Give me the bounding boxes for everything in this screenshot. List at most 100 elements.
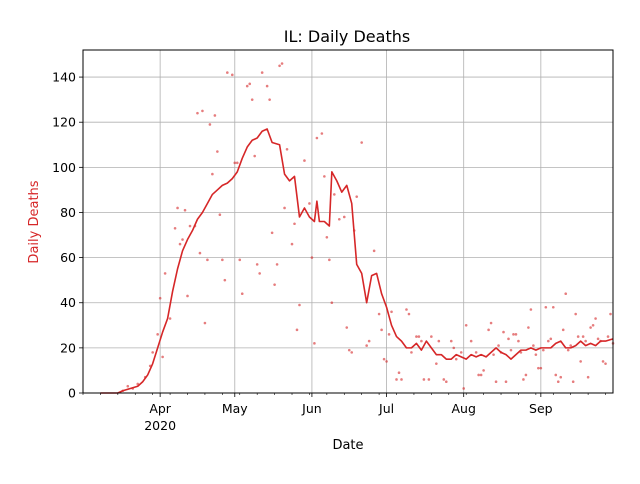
scatter-point [566, 348, 570, 352]
scatter-point [514, 333, 518, 336]
x-tick-sublabel: 2020 [144, 418, 176, 433]
scatter-point [387, 333, 391, 336]
scatter-point [477, 373, 480, 377]
scatter-point [325, 235, 329, 239]
scatter-point [151, 351, 154, 354]
scatter-point [532, 344, 535, 347]
scatter-point [377, 312, 381, 316]
scatter-point [320, 132, 324, 135]
scatter-point [218, 213, 222, 217]
scatter-point [342, 215, 346, 219]
y-tick-label: 80 [60, 205, 76, 220]
scatter-point [328, 258, 331, 262]
scatter-point [268, 98, 271, 101]
scatter-point [579, 360, 582, 363]
scatter-point [216, 150, 219, 153]
y-tick-label: 0 [68, 386, 76, 401]
x-tick-label: Jun [301, 401, 322, 416]
scatter-point [474, 351, 478, 354]
scatter-point [168, 317, 172, 320]
scatter-point [355, 195, 359, 198]
scatter-point [345, 326, 349, 329]
scatter-point [365, 344, 368, 347]
scatter-point [260, 71, 264, 74]
scatter-point [549, 337, 553, 341]
scatter-point [487, 328, 490, 332]
scatter-point [454, 357, 458, 361]
scatter-point [554, 373, 558, 377]
line-series [100, 128, 614, 394]
scatter-point [537, 366, 540, 370]
scatter-point [415, 335, 418, 338]
scatter-point [173, 226, 177, 230]
plot-frame [82, 49, 614, 394]
scatter-point [308, 202, 311, 205]
scatter-point [604, 362, 607, 365]
chart-title: IL: Daily Deaths [284, 27, 410, 46]
scatter-point [559, 375, 563, 379]
scatter-point [609, 312, 612, 316]
scatter-point [435, 362, 438, 365]
scatter-point [444, 380, 448, 384]
scatter-point [430, 335, 433, 338]
scatter-point [442, 378, 446, 381]
scatter-point [502, 330, 505, 334]
scatter-point [372, 249, 376, 253]
scatter-point [186, 294, 189, 298]
scatter-point [512, 333, 515, 336]
scatter-point [571, 380, 575, 384]
scatter-point [206, 258, 209, 262]
scatter-point [245, 84, 249, 88]
scatter-point [547, 339, 550, 343]
scatter-point [126, 384, 130, 388]
scatter-point [497, 344, 500, 347]
scatter-point [265, 84, 269, 88]
scatter-point [258, 272, 261, 275]
scatter-point [534, 353, 538, 356]
scatter-point [188, 224, 192, 228]
x-tick-label: May [222, 401, 248, 416]
scatter-point [275, 263, 279, 266]
scatter-point [250, 98, 254, 101]
scatter-point [255, 263, 259, 266]
scatter-point [452, 346, 456, 350]
scatter-point [427, 378, 431, 381]
scatter-point [594, 317, 597, 320]
scatter-point [542, 348, 545, 352]
scatter-point [235, 161, 239, 165]
scatter-point [196, 111, 199, 115]
scatter-point [601, 360, 605, 363]
scatter-point [420, 339, 423, 343]
scatter-point [556, 380, 560, 384]
x-tick-label: Sep [529, 401, 553, 416]
scatter-point [161, 355, 164, 359]
scatter-point [544, 305, 548, 309]
axes: 0 20 40 60 80 100 120 140 Apr 2020 May Jun Jul Aug Sep [52, 70, 606, 433]
scatter-point [208, 123, 212, 126]
scatter-point [417, 335, 421, 338]
scatter-point [489, 321, 493, 325]
y-tick-label: 60 [60, 250, 76, 265]
scatter-point [606, 335, 610, 338]
scatter-point [278, 64, 281, 68]
scatter-point [509, 348, 513, 352]
scatter-point [280, 62, 284, 65]
scatter-point [367, 339, 371, 343]
scatter-point [183, 208, 187, 212]
scatter-point [238, 258, 242, 262]
scatter-point [248, 82, 252, 86]
scatter-point [589, 326, 592, 329]
scatter-point [507, 337, 510, 341]
scatter-point [527, 326, 530, 329]
scatter-point [564, 292, 568, 296]
scatter-point [524, 373, 528, 377]
y-tick-label: 100 [52, 160, 76, 175]
scatter-point [584, 339, 587, 343]
scatter-point [303, 159, 306, 162]
scatter-point [323, 175, 326, 178]
scatter-point [591, 324, 595, 327]
scatter-point [422, 378, 426, 381]
scatter-point [407, 312, 411, 316]
